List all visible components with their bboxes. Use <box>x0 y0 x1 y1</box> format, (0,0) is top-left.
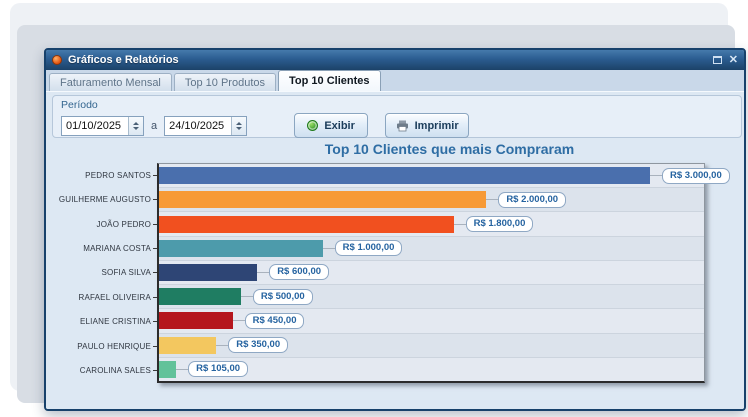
category-row: PAULO HENRIQUE <box>48 334 157 358</box>
category-label: ELIANE CRISTINA <box>79 317 151 327</box>
axis-tick <box>153 321 157 323</box>
chart-row: R$ 600,00 <box>159 259 704 285</box>
connector-line <box>232 320 245 322</box>
exibir-button-label: Exibir <box>324 119 355 132</box>
app-window: Gráficos e Relatórios ✕ Faturamento Mens… <box>44 48 746 411</box>
period-groupbox: Período 01/10/2025 a 24/10/2025 <box>52 95 742 138</box>
bar <box>159 191 487 209</box>
bar <box>159 360 177 378</box>
maximize-icon[interactable] <box>712 56 722 64</box>
category-row: JOÃO PEDRO <box>48 212 157 236</box>
tab-top-10-produtos[interactable]: Top 10 Produtos <box>173 73 277 91</box>
date-from-spinner[interactable] <box>128 116 143 135</box>
connector-line <box>322 247 335 249</box>
category-label: MARIANA COSTA <box>83 244 151 254</box>
axis-tick <box>153 345 157 347</box>
value-label: R$ 350,00 <box>228 337 289 354</box>
chart-row: R$ 3.000,00 <box>159 164 730 188</box>
tab-page-top-10-clientes: Período 01/10/2025 a 24/10/2025 <box>46 91 744 409</box>
axis-tick <box>153 174 157 176</box>
chart-title: Top 10 Clientes que mais Compraram <box>324 141 575 157</box>
date-from-value[interactable]: 01/10/2025 <box>66 119 122 132</box>
axis-tick <box>153 248 157 250</box>
value-label: R$ 3.000,00 <box>661 167 730 184</box>
date-to-field[interactable]: 24/10/2025 <box>164 115 248 136</box>
axis-tick <box>153 223 157 225</box>
bar <box>159 336 217 354</box>
connector-line <box>216 344 229 346</box>
tab-strip: Faturamento Mensal Top 10 Produtos Top 1… <box>46 70 744 91</box>
category-row: ELIANE CRISTINA <box>48 310 157 334</box>
chart-row: R$ 350,00 <box>159 332 704 357</box>
value-label: R$ 600,00 <box>269 264 330 281</box>
date-from-field[interactable]: 01/10/2025 <box>61 115 144 136</box>
tab-top-10-clientes[interactable]: Top 10 Clientes <box>278 70 381 91</box>
bar <box>159 239 323 257</box>
category-label: PEDRO SANTOS <box>85 170 151 180</box>
date-to-spinner[interactable] <box>231 116 247 135</box>
bar <box>159 215 454 233</box>
category-row: MARIANA COSTA <box>48 236 157 260</box>
window-title: Gráficos e Relatórios <box>68 54 179 66</box>
value-label: R$ 500,00 <box>252 288 313 305</box>
close-icon[interactable]: ✕ <box>728 54 738 66</box>
bar <box>159 288 241 306</box>
titlebar[interactable]: Gráficos e Relatórios ✕ <box>46 50 744 70</box>
category-row: GUILHERME AUGUSTO <box>48 187 157 211</box>
connector-line <box>486 199 499 201</box>
category-label: PAULO HENRIQUE <box>77 341 151 351</box>
chart-category-labels: PEDRO SANTOS GUILHERME AUGUSTO JOÃO PEDRO M… <box>48 163 157 383</box>
category-label: RAFAEL OLIVEIRA <box>78 292 151 302</box>
axis-tick <box>153 272 157 274</box>
axis-tick <box>153 199 157 201</box>
spinner-up-icon[interactable] <box>236 121 243 125</box>
bar <box>159 167 650 185</box>
category-label: JOÃO PEDRO <box>96 219 151 229</box>
bar <box>159 263 258 281</box>
category-row: RAFAEL OLIVEIRA <box>48 285 157 309</box>
value-label: R$ 1.000,00 <box>334 240 403 257</box>
bar <box>159 312 233 330</box>
chart-row: R$ 2.000,00 <box>159 187 704 212</box>
app-icon <box>52 55 62 65</box>
value-label: R$ 105,00 <box>188 361 249 378</box>
connector-line <box>649 175 662 177</box>
category-label: GUILHERME AUGUSTO <box>58 195 151 205</box>
imprimir-button[interactable]: Imprimir <box>385 113 470 138</box>
value-label: R$ 1.800,00 <box>465 216 534 233</box>
chart-plot: R$ 3.000,00 R$ 2.000,00 R$ 1.800,00 R$ 1.00… <box>157 163 730 383</box>
category-label: SOFIA SILVA <box>101 268 151 278</box>
connector-line <box>240 296 253 298</box>
date-separator-label: a <box>151 119 158 132</box>
axis-tick <box>153 370 157 372</box>
category-row: CAROLINA SALES <box>48 359 157 383</box>
value-label: R$ 450,00 <box>244 312 305 329</box>
chart-row: R$ 500,00 <box>159 284 704 309</box>
axis-tick <box>153 296 157 298</box>
exibir-button[interactable]: Exibir <box>294 113 369 138</box>
period-label: Período <box>61 99 98 111</box>
value-label: R$ 2.000,00 <box>498 191 567 208</box>
display-icon <box>307 120 319 131</box>
connector-line <box>257 271 270 273</box>
imprimir-button-label: Imprimir <box>414 119 459 132</box>
chart-row: R$ 105,00 <box>159 356 704 381</box>
chart-row: R$ 1.000,00 <box>159 235 704 260</box>
printer-icon <box>396 120 408 131</box>
spinner-down-icon[interactable] <box>236 126 243 130</box>
category-row: SOFIA SILVA <box>48 261 157 285</box>
tab-faturamento-mensal[interactable]: Faturamento Mensal <box>49 73 172 91</box>
connector-line <box>453 223 466 225</box>
category-label: CAROLINA SALES <box>79 366 151 376</box>
category-row: PEDRO SANTOS <box>48 163 157 187</box>
date-to-value[interactable]: 24/10/2025 <box>169 119 225 132</box>
spinner-up-icon[interactable] <box>133 121 139 125</box>
connector-line <box>176 368 189 370</box>
spinner-down-icon[interactable] <box>133 126 139 130</box>
chart-row: R$ 1.800,00 <box>159 211 704 236</box>
chart-row: R$ 450,00 <box>159 308 704 333</box>
